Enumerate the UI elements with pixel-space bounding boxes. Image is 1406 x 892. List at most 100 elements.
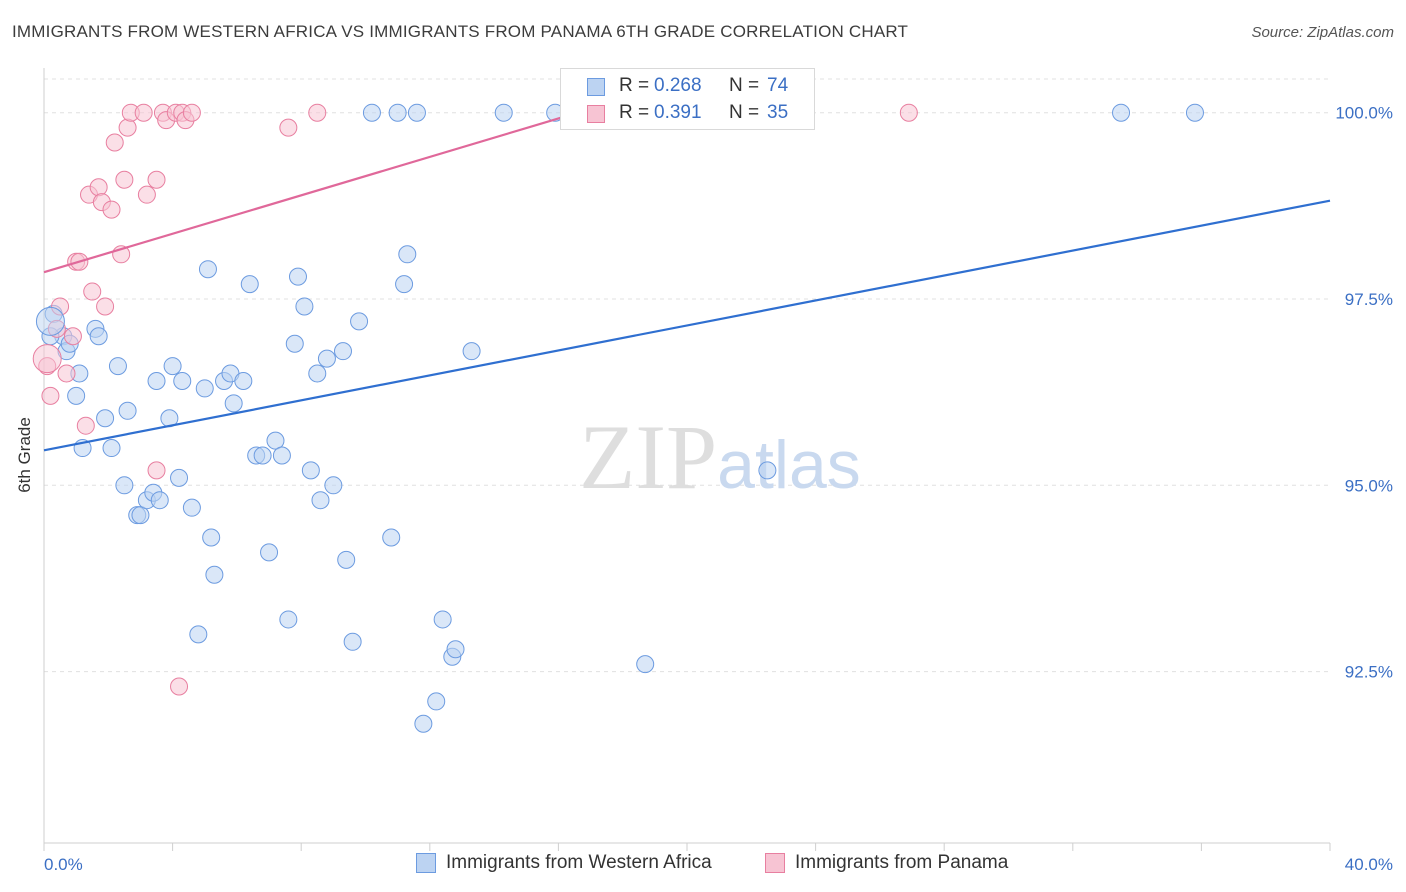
point-western-africa [272, 446, 291, 465]
y-axis-title: 6th Grade [15, 417, 34, 493]
point-western-africa [414, 714, 433, 733]
point-western-africa [253, 446, 272, 465]
point-western-africa [446, 640, 465, 659]
chart-title: IMMIGRANTS FROM WESTERN AFRICA VS IMMIGR… [12, 22, 909, 41]
point-panama [102, 200, 121, 219]
point-western-africa [205, 565, 224, 584]
point-western-africa [102, 439, 121, 458]
point-western-africa [382, 528, 401, 547]
point-western-africa [311, 491, 330, 510]
point-western-africa [240, 275, 259, 294]
point-western-africa [170, 468, 189, 487]
point-western-africa [195, 379, 214, 398]
point-western-africa [324, 476, 343, 495]
point-western-africa [636, 655, 655, 674]
y-tick-label: 92.5% [1345, 663, 1393, 682]
watermark: ZIPatlas [579, 406, 861, 508]
point-western-africa [295, 297, 314, 316]
point-western-africa [462, 342, 481, 361]
trend-line-panama [43, 111, 579, 274]
x-tick-label: 40.0% [1345, 855, 1393, 874]
n-value-panama: 35 [767, 102, 789, 123]
stats-legend: R = 0.268 N = 74 R = 0.391 N = 35 [560, 68, 815, 130]
point-panama [32, 344, 62, 374]
point-western-africa [1185, 103, 1204, 122]
point-western-africa [494, 103, 513, 122]
point-panama [147, 170, 166, 189]
point-western-africa [350, 312, 369, 331]
y-tick-label: 95.0% [1345, 476, 1393, 495]
r-value-western-africa: 0.268 [654, 75, 702, 96]
point-western-africa [115, 476, 134, 495]
legend-swatch-panama [587, 105, 605, 123]
r-label: R = [619, 75, 650, 96]
point-panama [134, 103, 153, 122]
point-western-africa [198, 260, 217, 279]
point-western-africa [150, 491, 169, 510]
point-panama [89, 178, 108, 197]
point-western-africa [173, 371, 192, 390]
point-panama [147, 461, 166, 480]
point-panama [118, 118, 137, 137]
point-western-africa [118, 401, 137, 420]
point-western-africa [388, 103, 407, 122]
legend-label-western-africa: Immigrants from Western Africa [446, 852, 712, 873]
point-panama [137, 185, 156, 204]
point-panama [76, 416, 95, 435]
point-western-africa [758, 461, 777, 480]
point-western-africa [35, 306, 65, 336]
point-western-africa [395, 275, 414, 294]
point-western-africa [108, 357, 127, 376]
point-panama [83, 282, 102, 301]
point-panama [899, 103, 918, 122]
legend-label-panama: Immigrants from Panama [795, 852, 1009, 873]
y-tick-label: 97.5% [1345, 290, 1393, 309]
point-panama [63, 327, 82, 346]
point-panama [279, 118, 298, 137]
point-western-africa [260, 543, 279, 562]
point-western-africa [398, 245, 417, 264]
point-western-africa [182, 498, 201, 517]
point-panama [96, 297, 115, 316]
n-label: N = [729, 75, 760, 96]
legend-swatch-western-africa [587, 78, 605, 96]
point-western-africa [266, 431, 285, 450]
y-tick-label: 100.0% [1335, 104, 1393, 123]
point-western-africa [427, 692, 446, 711]
r-label: R = [619, 102, 650, 123]
legend-swatch-panama [765, 853, 785, 873]
point-western-africa [279, 610, 298, 629]
axis-labels: 6th Grade 100.0% 97.5% 95.0% 92.5% 0.0% 40.0% [15, 104, 1393, 874]
point-western-africa [67, 386, 86, 405]
point-panama [170, 677, 189, 696]
point-western-africa [96, 409, 115, 428]
source-label: Source: ZipAtlas.com [1251, 24, 1394, 41]
trend-lines [43, 111, 1331, 452]
point-western-africa [333, 342, 352, 361]
point-western-africa [362, 103, 381, 122]
point-panama [182, 103, 201, 122]
point-western-africa [433, 610, 452, 629]
r-value-panama: 0.391 [654, 102, 702, 123]
n-value-western-africa: 74 [767, 75, 789, 96]
axes [43, 68, 1331, 851]
point-panama [115, 170, 134, 189]
point-panama [308, 103, 327, 122]
point-western-africa [131, 506, 150, 525]
point-western-africa [343, 632, 362, 651]
point-western-africa [337, 550, 356, 569]
n-label: N = [729, 102, 760, 123]
point-western-africa [189, 625, 208, 644]
point-western-africa [163, 357, 182, 376]
point-western-africa [202, 528, 221, 547]
point-western-africa [147, 371, 166, 390]
point-panama [105, 133, 124, 152]
point-western-africa [407, 103, 426, 122]
point-western-africa [234, 371, 253, 390]
point-western-africa [1112, 103, 1131, 122]
point-western-africa [285, 334, 304, 353]
point-western-africa [308, 364, 327, 383]
trend-line-western-africa [43, 199, 1331, 452]
point-panama [41, 386, 60, 405]
